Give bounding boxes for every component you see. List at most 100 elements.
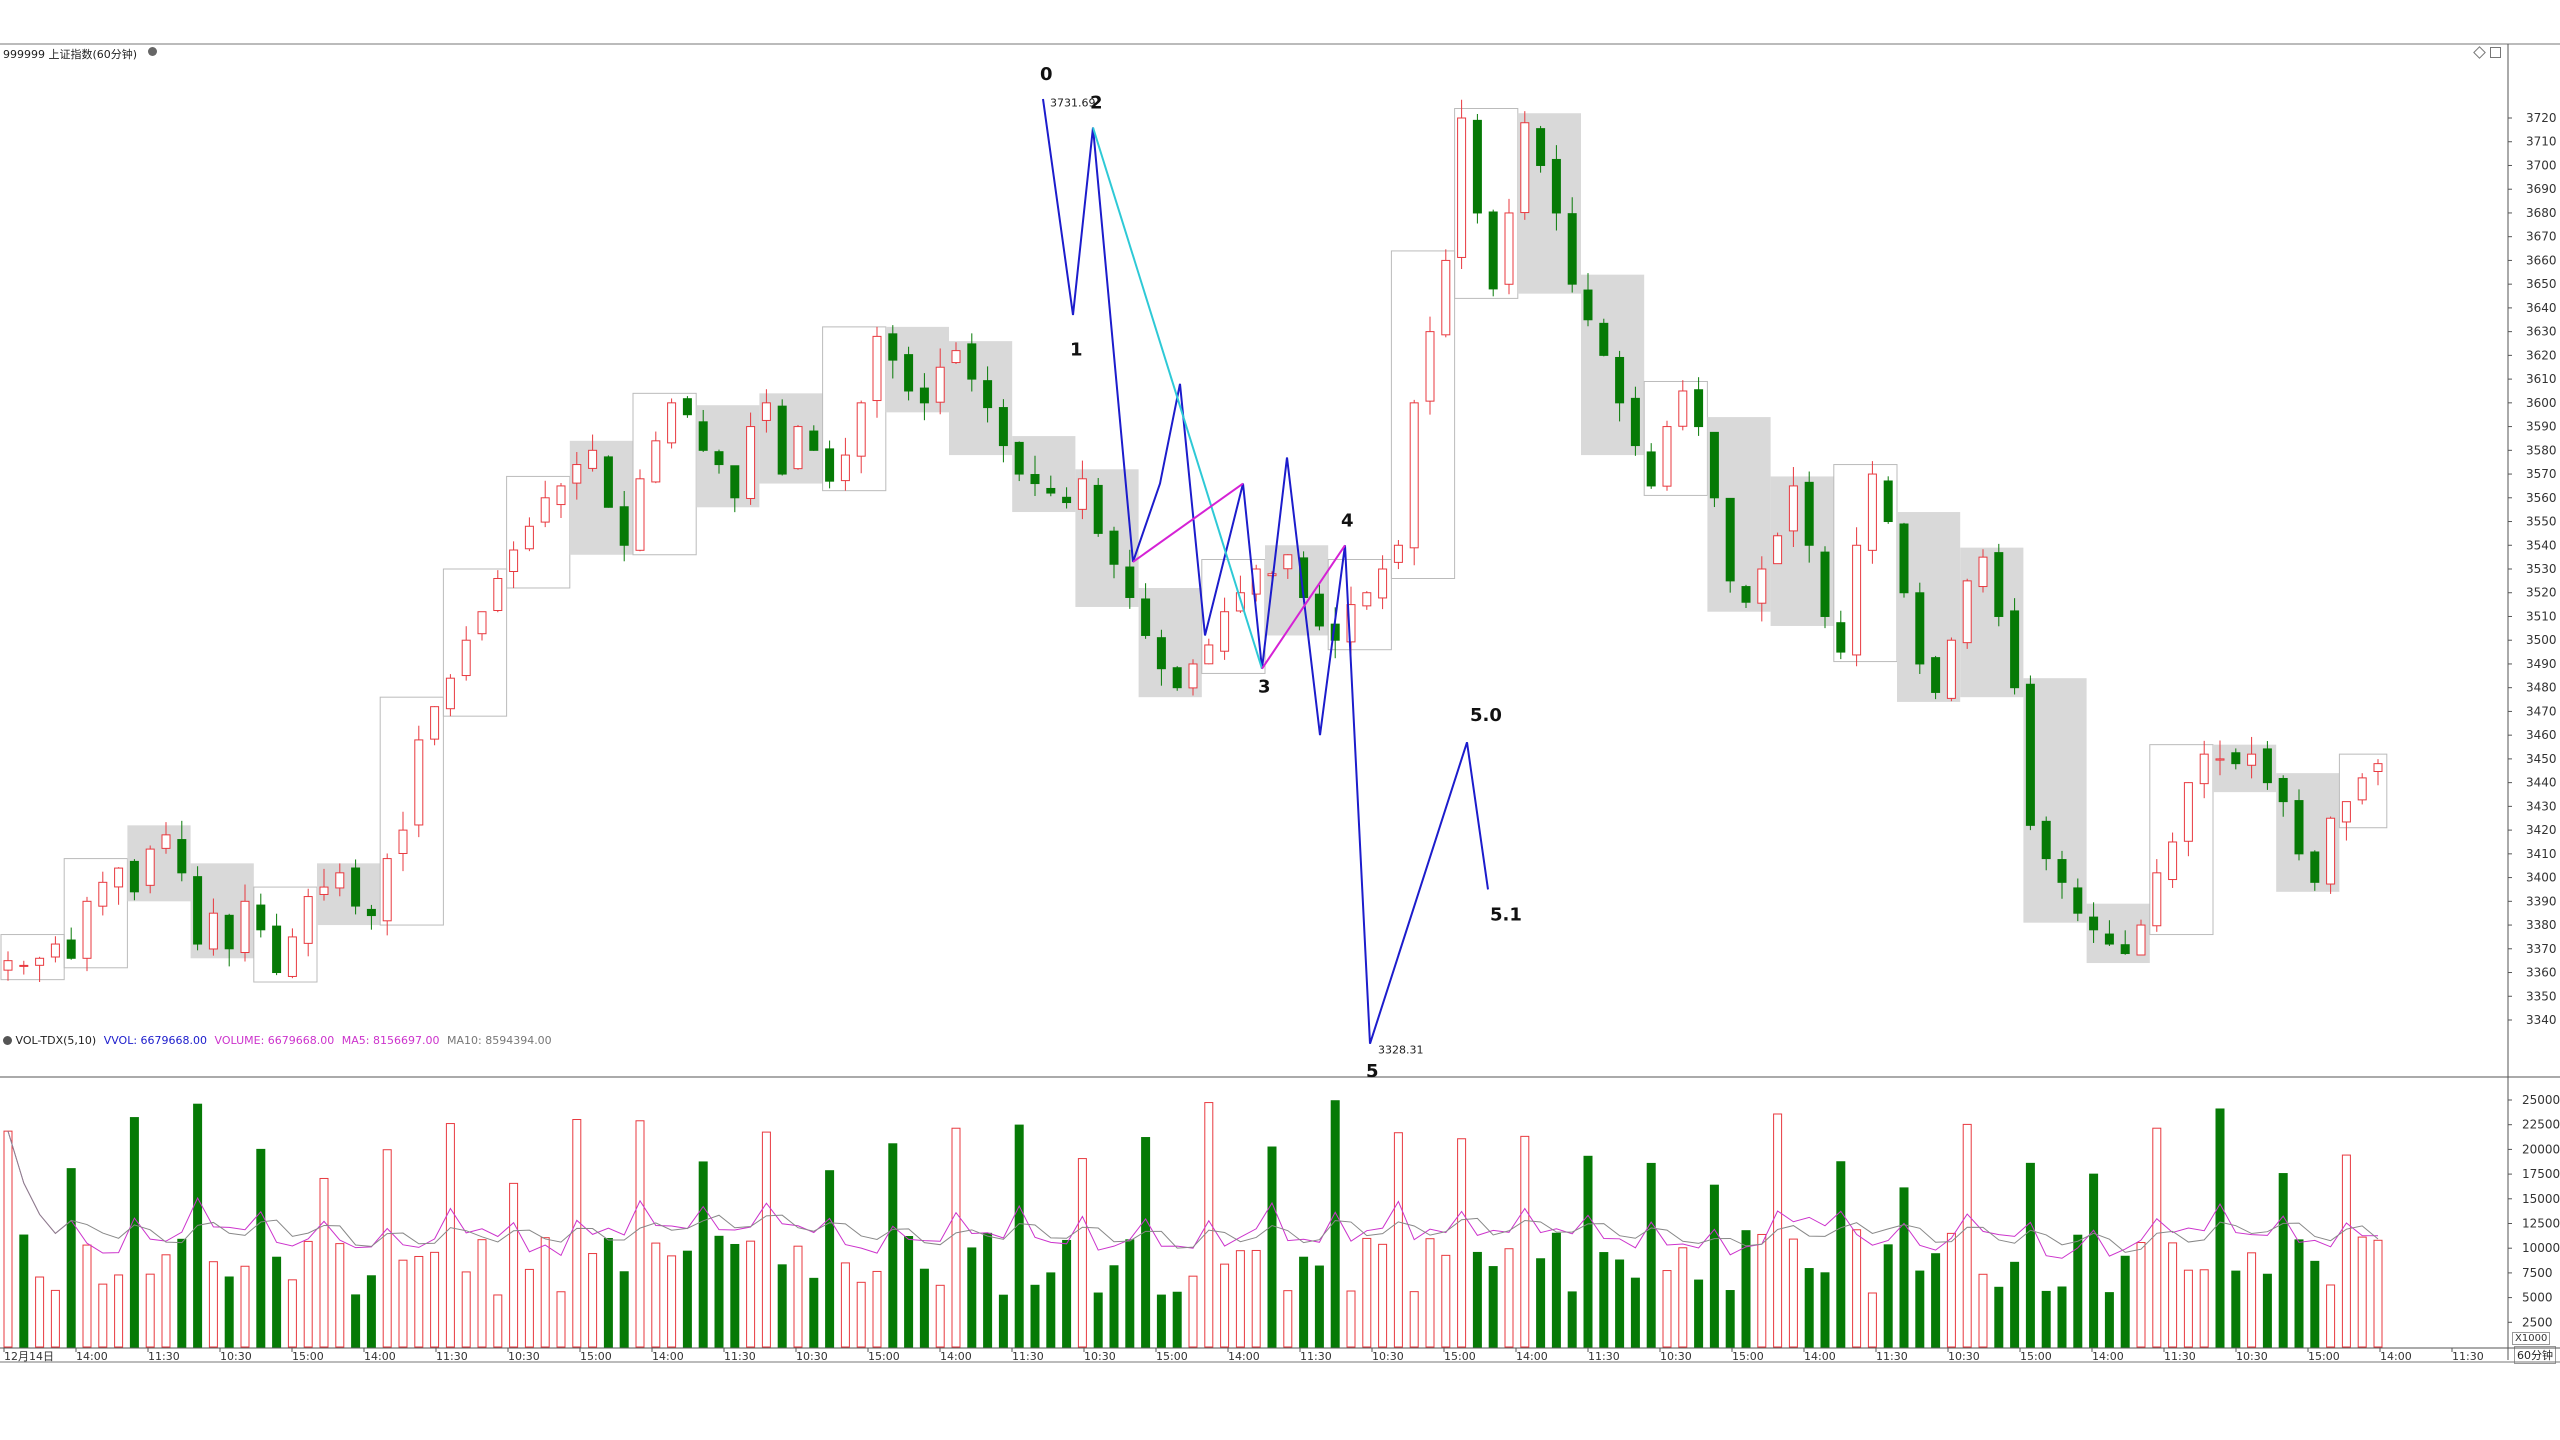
- volume-bar: [1251, 1249, 1261, 1348]
- volume-bar: [2310, 1260, 2320, 1348]
- volume-bar: [272, 1256, 282, 1348]
- volume-bar: [2294, 1239, 2304, 1348]
- volume-bar: [382, 1149, 392, 1348]
- time-tick-label: 11:30: [2164, 1350, 2196, 1363]
- candle-body: [1694, 389, 1704, 428]
- candle-body: [667, 402, 677, 444]
- price-tick-label: 3420: [2526, 823, 2557, 837]
- price-tick-label: 3600: [2526, 396, 2557, 410]
- day-range-box: [1454, 108, 1519, 299]
- volume-bar: [793, 1245, 803, 1348]
- candle-body: [1046, 487, 1056, 494]
- price-tick-label: 3380: [2526, 918, 2557, 932]
- volume-bar: [287, 1279, 297, 1348]
- candle-body: [1457, 117, 1467, 258]
- candle-body: [2341, 801, 2351, 823]
- candle-body: [2073, 887, 2083, 914]
- ma5-line: [7, 1130, 2379, 1259]
- volume-bar: [1378, 1243, 1388, 1348]
- candle-body: [493, 577, 503, 612]
- candle-body: [888, 333, 898, 361]
- candle-body: [414, 739, 424, 826]
- candle-body: [366, 908, 376, 917]
- candle-body: [1662, 426, 1672, 487]
- volume-bar: [1393, 1132, 1403, 1348]
- channel-line-magenta-2: [1261, 544, 1346, 670]
- volume-bar: [1425, 1238, 1435, 1348]
- volume-bar: [2215, 1108, 2225, 1348]
- candle-body: [398, 829, 408, 854]
- candle-body: [1425, 331, 1435, 402]
- volume-bar: [556, 1291, 566, 1348]
- volume-bar: [2341, 1154, 2351, 1348]
- candle-body: [2262, 748, 2272, 784]
- volume-bar: [998, 1294, 1008, 1348]
- volume-toggle-icon[interactable]: [3, 1036, 12, 1045]
- volume-bar: [1678, 1247, 1688, 1348]
- candle-body: [919, 387, 929, 404]
- candle-body: [1583, 289, 1593, 321]
- volume-bar: [256, 1148, 266, 1348]
- vvol-value: VVOL: 6679668.00: [103, 1034, 208, 1047]
- candle-body: [1062, 496, 1072, 504]
- volume-bar: [1583, 1155, 1593, 1348]
- volume-tick-label: 22500: [2522, 1118, 2560, 1132]
- volume-bar: [904, 1235, 914, 1348]
- day-range-box: [1643, 380, 1708, 496]
- volume-bar: [1409, 1291, 1419, 1348]
- volume-bar: [1994, 1286, 2004, 1348]
- volume-bar: [1536, 1258, 1546, 1348]
- volume-bar: [1014, 1124, 1024, 1348]
- volume-bar: [2073, 1234, 2083, 1348]
- settings-gear-icon[interactable]: [148, 47, 157, 56]
- volume-bar: [2010, 1261, 2020, 1348]
- volume-bar: [540, 1237, 550, 1348]
- price-tick-label: 3440: [2526, 776, 2557, 790]
- price-tick-label: 3410: [2526, 847, 2557, 861]
- candle-body: [1994, 552, 2004, 617]
- window-icon[interactable]: [2490, 47, 2501, 58]
- candle-body: [382, 858, 392, 922]
- time-tick-label: 11:30: [724, 1350, 756, 1363]
- candle-body: [319, 886, 329, 895]
- candle-body: [1378, 568, 1388, 599]
- candle-body: [1441, 259, 1451, 336]
- candle-body: [1836, 622, 1846, 653]
- price-tick-label: 3340: [2526, 1013, 2557, 1027]
- volume-tick-label: 12500: [2522, 1217, 2560, 1231]
- volume-bar: [1773, 1113, 1783, 1348]
- volume-bar: [603, 1238, 613, 1348]
- candle-body: [2152, 872, 2162, 927]
- volume-bar: [2136, 1242, 2146, 1348]
- price-tick-label: 3450: [2526, 752, 2557, 766]
- volume-bar: [335, 1243, 345, 1348]
- volume-bar: [2152, 1127, 2162, 1348]
- volume-bar: [856, 1281, 866, 1348]
- candle-body: [1488, 211, 1498, 290]
- volume-bar: [1883, 1244, 1893, 1348]
- price-tick-label: 3400: [2526, 871, 2557, 885]
- wave-label: 1: [1070, 339, 1083, 360]
- volume-bar: [1709, 1184, 1719, 1348]
- candle-body: [161, 834, 171, 849]
- candle-body: [272, 925, 282, 974]
- volume-bar: [714, 1235, 724, 1348]
- time-tick-label: 15:00: [292, 1350, 324, 1363]
- candle-body: [2025, 683, 2035, 826]
- volume-bar: [1172, 1291, 1182, 1348]
- time-tick-label: 10:30: [796, 1350, 828, 1363]
- candle-body: [1599, 322, 1609, 356]
- volume-bar: [224, 1276, 234, 1348]
- volume-bar: [682, 1250, 692, 1348]
- candle-body: [1741, 586, 1751, 603]
- time-tick-label: 11:30: [1012, 1350, 1044, 1363]
- period-label[interactable]: 60分钟: [2514, 1346, 2556, 1364]
- candle-body: [129, 860, 139, 893]
- day-range-box: [63, 858, 128, 969]
- candle-body: [1409, 402, 1419, 549]
- candle-body: [1077, 478, 1087, 510]
- candle-body: [714, 451, 724, 466]
- price-tick-label: 3460: [2526, 728, 2557, 742]
- volume-bar: [1931, 1253, 1941, 1348]
- price-tick-label: 3550: [2526, 515, 2557, 529]
